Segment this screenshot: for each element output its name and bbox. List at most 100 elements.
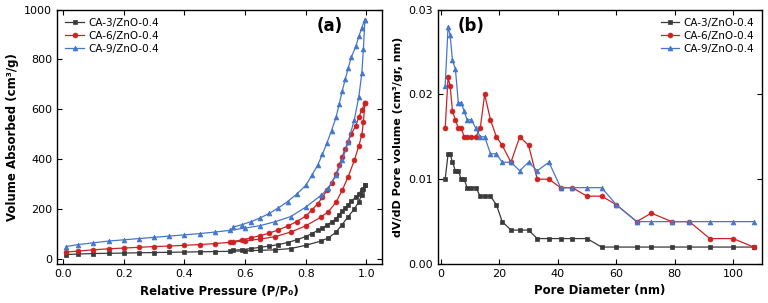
CA-9/ZnO-0.4 [337,159,346,162]
X-axis label: Pore Diameter (nm): Pore Diameter (nm) [535,285,666,298]
CA-3/ZnO-0.4 [705,245,714,249]
CA-6/ZnO-0.4 [545,177,554,181]
CA-6/ZnO-0.4 [480,92,489,96]
CA-3/ZnO-0.4 [180,250,189,254]
CA-9/ZnO-0.4 [343,140,353,144]
CA-6/ZnO-0.4 [357,133,366,137]
CA-9/ZnO-0.4 [357,71,366,75]
CA-6/ZnO-0.4 [533,177,542,181]
CA-6/ZnO-0.4 [515,135,525,138]
CA-3/ZnO-0.4 [492,203,501,206]
CA-6/ZnO-0.4 [332,200,341,204]
CA-3/ZnO-0.4 [556,237,565,240]
CA-9/ZnO-0.4 [472,126,481,130]
CA-3/ZnO-0.4 [210,250,220,253]
CA-6/ZnO-0.4 [150,245,159,248]
CA-6/ZnO-0.4 [359,121,368,124]
CA-3/ZnO-0.4 [611,245,621,249]
CA-6/ZnO-0.4 [316,215,326,219]
CA-9/ZnO-0.4 [705,220,714,223]
CA-3/ZnO-0.4 [89,252,98,255]
CA-9/ZnO-0.4 [467,118,476,122]
X-axis label: Relative Pressure (P/P₀): Relative Pressure (P/P₀) [140,285,299,298]
CA-3/ZnO-0.4 [164,251,174,254]
CA-6/ZnO-0.4 [441,126,450,130]
CA-9/ZnO-0.4 [545,160,554,164]
CA-9/ZnO-0.4 [749,220,758,223]
CA-6/ZnO-0.4 [457,126,466,130]
Y-axis label: dV/dD Pore volume (cm³/gr, nm): dV/dD Pore volume (cm³/gr, nm) [392,37,402,237]
CA-6/ZnO-0.4 [271,235,280,238]
CA-3/ZnO-0.4 [256,248,265,252]
CA-9/ZnO-0.4 [332,174,341,177]
CA-6/ZnO-0.4 [524,143,533,147]
CA-6/ZnO-0.4 [462,135,472,138]
CA-3/ZnO-0.4 [597,245,606,249]
CA-3/ZnO-0.4 [443,152,452,155]
CA-3/ZnO-0.4 [582,237,591,240]
CA-6/ZnO-0.4 [443,75,452,79]
CA-9/ZnO-0.4 [150,235,159,239]
CA-3/ZnO-0.4 [486,194,495,198]
CA-3/ZnO-0.4 [480,194,489,198]
CA-3/ZnO-0.4 [475,194,485,198]
CA-9/ZnO-0.4 [486,152,495,155]
CA-3/ZnO-0.4 [225,249,234,253]
CA-9/ZnO-0.4 [462,118,472,122]
CA-9/ZnO-0.4 [597,186,606,189]
CA-6/ZnO-0.4 [492,135,501,138]
Line: CA-9/ZnO-0.4: CA-9/ZnO-0.4 [64,17,367,249]
Line: CA-3/ZnO-0.4: CA-3/ZnO-0.4 [64,183,367,257]
CA-9/ZnO-0.4 [354,95,363,99]
CA-6/ZnO-0.4 [349,159,359,162]
CA-6/ZnO-0.4 [240,239,250,243]
CA-6/ZnO-0.4 [667,220,677,223]
CA-3/ZnO-0.4 [441,177,450,181]
CA-3/ZnO-0.4 [568,237,577,240]
CA-6/ZnO-0.4 [475,126,485,130]
CA-3/ZnO-0.4 [533,237,542,240]
CA-9/ZnO-0.4 [475,135,485,138]
CA-9/ZnO-0.4 [240,226,250,230]
CA-9/ZnO-0.4 [349,118,359,122]
CA-9/ZnO-0.4 [568,186,577,189]
CA-9/ZnO-0.4 [459,109,468,113]
CA-3/ZnO-0.4 [647,245,656,249]
CA-3/ZnO-0.4 [74,252,83,256]
Legend: CA-3/ZnO-0.4, CA-6/ZnO-0.4, CA-9/ZnO-0.4: CA-3/ZnO-0.4, CA-6/ZnO-0.4, CA-9/ZnO-0.4 [62,15,162,57]
CA-9/ZnO-0.4 [441,84,450,88]
CA-3/ZnO-0.4 [360,184,369,187]
CA-9/ZnO-0.4 [632,220,641,223]
CA-9/ZnO-0.4 [301,205,310,209]
Legend: CA-3/ZnO-0.4, CA-6/ZnO-0.4, CA-9/ZnO-0.4: CA-3/ZnO-0.4, CA-6/ZnO-0.4, CA-9/ZnO-0.4 [657,15,757,57]
CA-6/ZnO-0.4 [286,230,295,234]
CA-9/ZnO-0.4 [729,220,738,223]
CA-3/ZnO-0.4 [445,152,455,155]
CA-6/ZnO-0.4 [498,143,507,147]
CA-3/ZnO-0.4 [632,245,641,249]
CA-3/ZnO-0.4 [472,186,481,189]
CA-6/ZnO-0.4 [611,203,621,206]
CA-3/ZnO-0.4 [316,239,326,243]
CA-9/ZnO-0.4 [667,220,677,223]
CA-9/ZnO-0.4 [448,59,457,62]
CA-3/ZnO-0.4 [459,177,468,181]
Text: (b): (b) [457,17,484,35]
CA-3/ZnO-0.4 [457,177,466,181]
CA-6/ZnO-0.4 [134,245,144,249]
CA-9/ZnO-0.4 [271,220,280,223]
CA-3/ZnO-0.4 [349,207,359,211]
CA-9/ZnO-0.4 [445,33,455,37]
CA-3/ZnO-0.4 [515,228,525,232]
CA-6/ZnO-0.4 [61,250,71,254]
CA-9/ZnO-0.4 [74,243,83,246]
CA-6/ZnO-0.4 [597,194,606,198]
CA-3/ZnO-0.4 [448,160,457,164]
CA-6/ZnO-0.4 [568,186,577,189]
CA-3/ZnO-0.4 [524,228,533,232]
CA-6/ZnO-0.4 [486,118,495,122]
CA-3/ZnO-0.4 [357,193,366,196]
CA-9/ZnO-0.4 [164,234,174,238]
CA-9/ZnO-0.4 [533,169,542,172]
CA-6/ZnO-0.4 [451,118,460,122]
